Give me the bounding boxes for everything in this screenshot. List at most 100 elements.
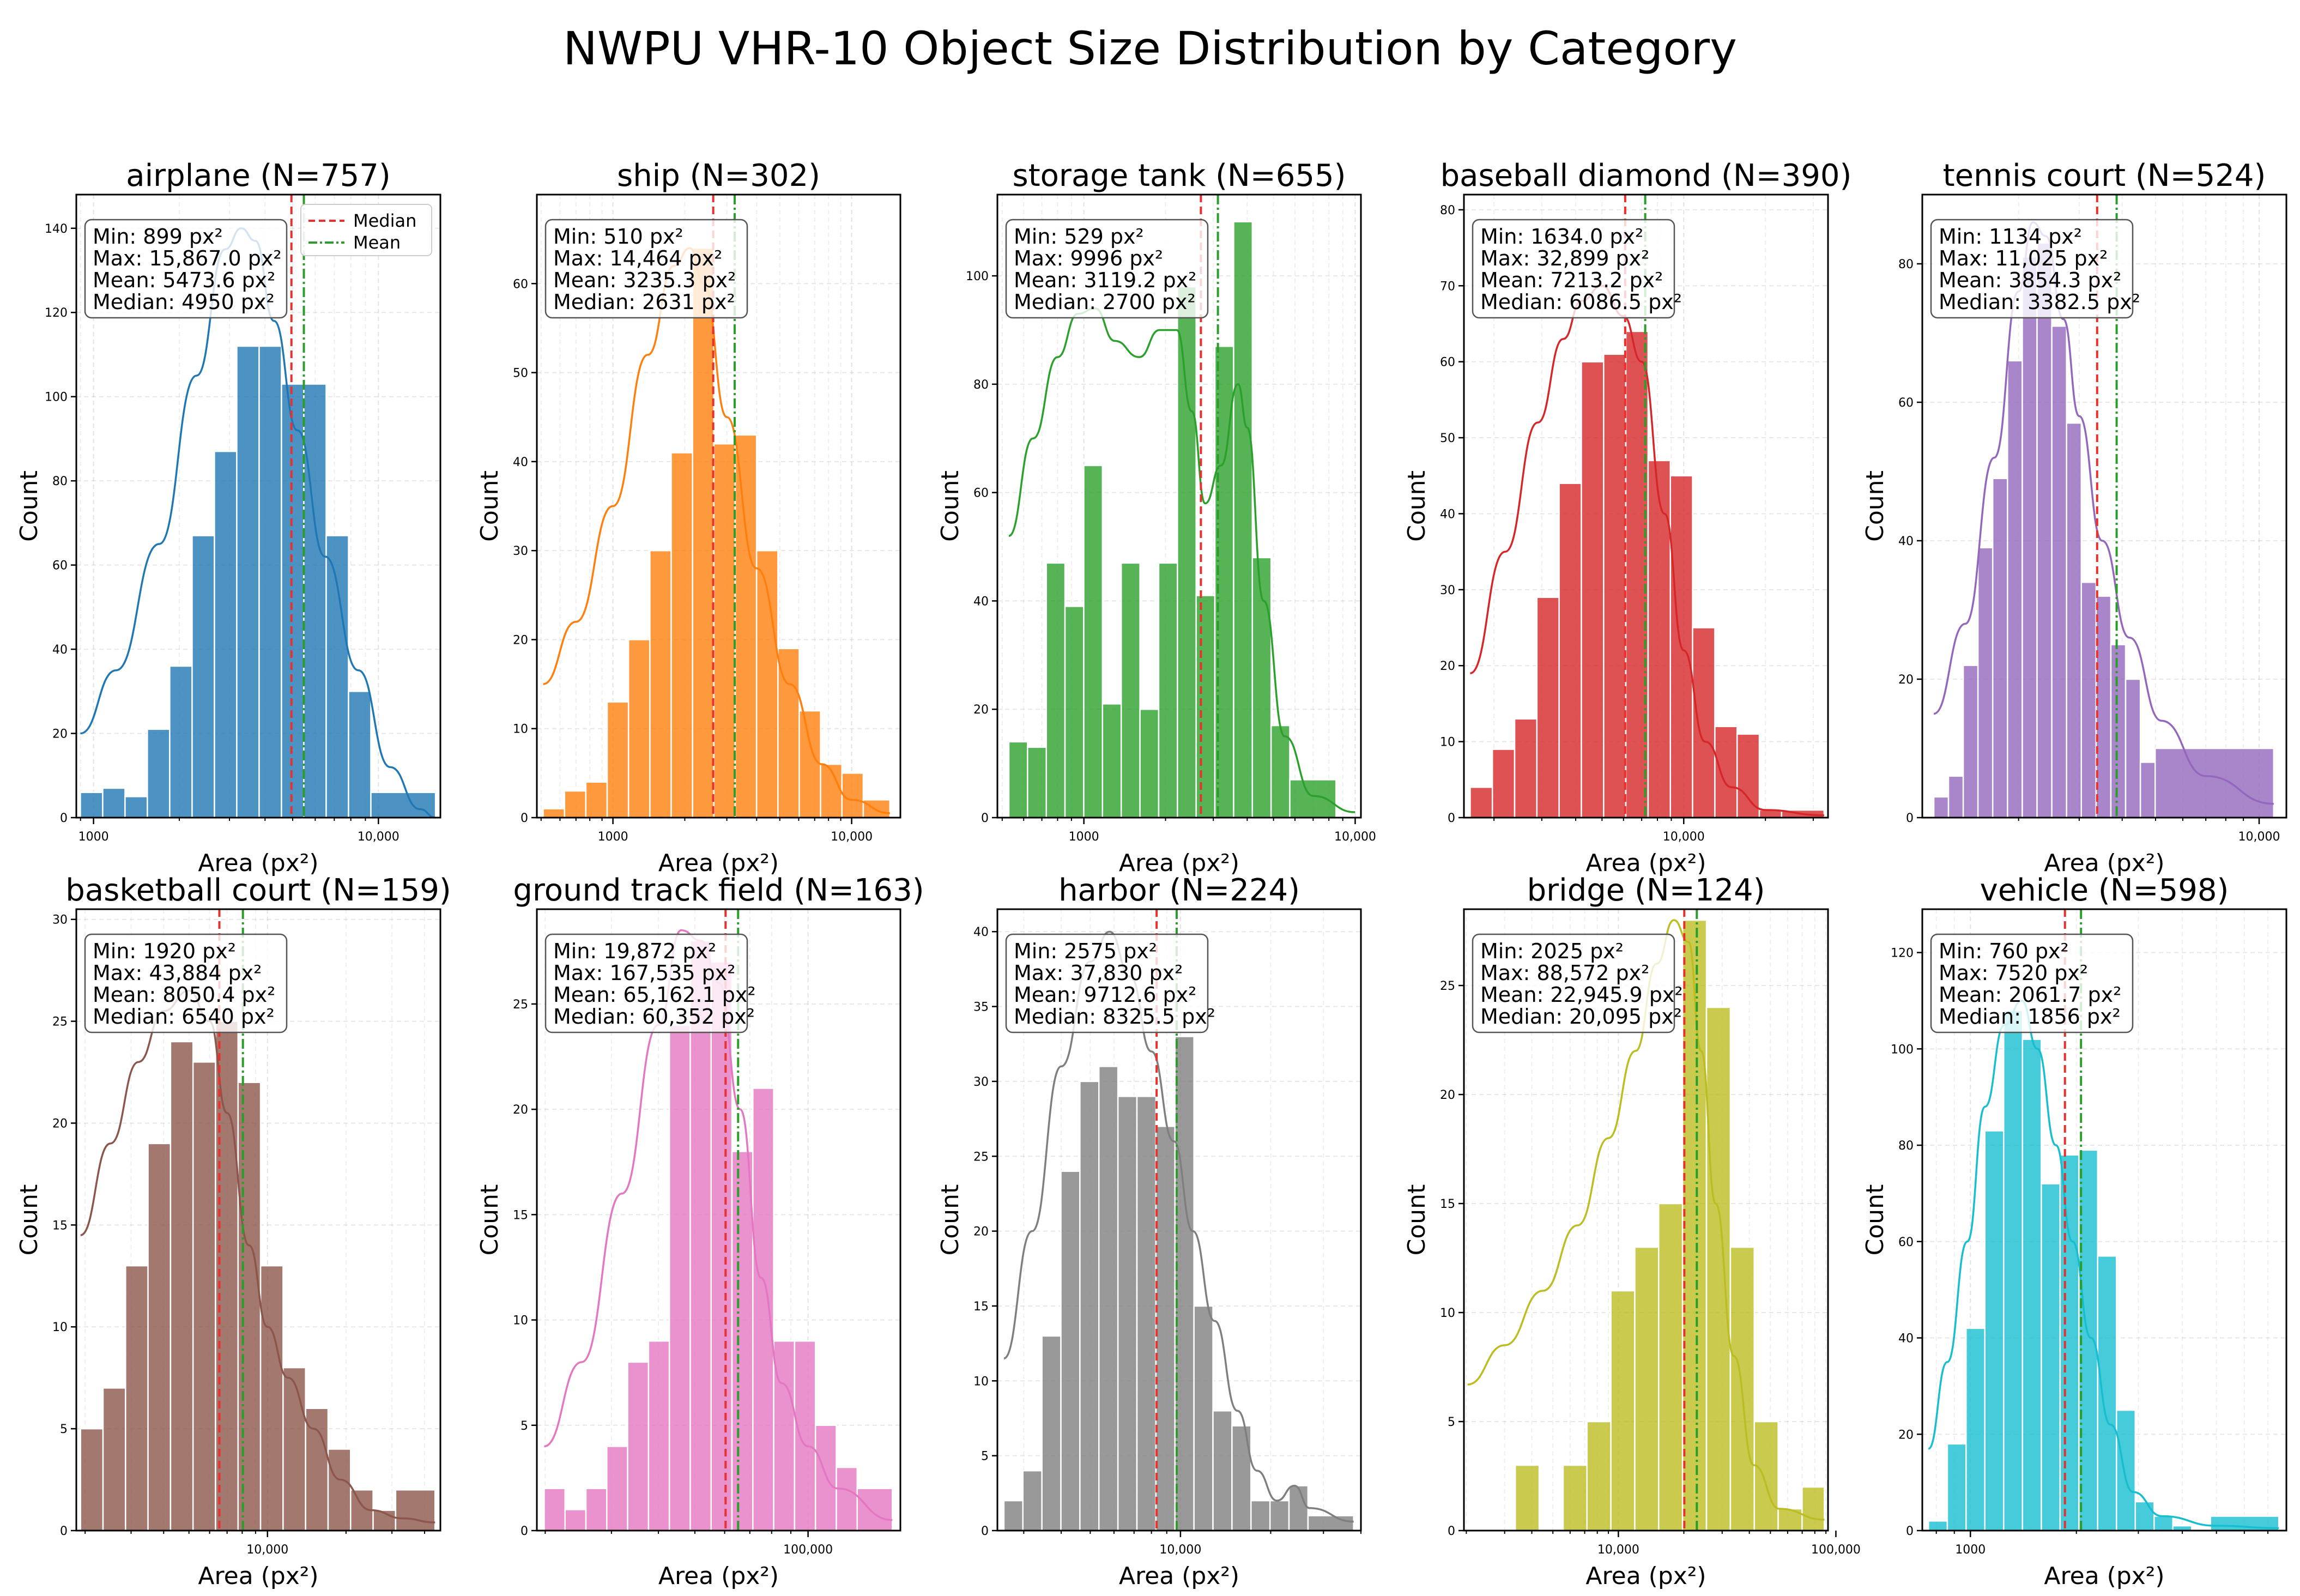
chart-7-xlabel: Area (px²) <box>658 1562 779 1590</box>
chart-3-stat-line: Median: 2700 px² <box>1014 290 1196 314</box>
chart-5-bar-4 <box>1977 547 1994 819</box>
chart-6-bar-2 <box>102 1387 126 1532</box>
chart-4-ytick-label: 60 <box>1440 356 1455 370</box>
chart-3-bar-3 <box>1045 562 1066 819</box>
chart-5-bar-8 <box>2036 242 2053 819</box>
chart-1-ytick-label: 20 <box>52 728 68 741</box>
chart-9-stat-line: Max: 88,572 px² <box>1480 961 1649 985</box>
chart-5-bar-12 <box>2095 595 2112 819</box>
chart-9-bar-7 <box>1610 1290 1636 1532</box>
chart-9-ytick-label: 5 <box>1448 1416 1455 1429</box>
chart-2-bar-8 <box>692 247 715 819</box>
chart-8-xlabel: Area (px²) <box>1119 1562 1239 1590</box>
chart-5-bar-3 <box>1962 664 1979 819</box>
chart-8-ytick-label: 30 <box>973 1075 989 1089</box>
chart-9-stat-line: Median: 20,095 px² <box>1480 1005 1682 1029</box>
chart-2-title: ship (N=302) <box>617 158 820 194</box>
chart-9-title: bridge (N=124) <box>1527 873 1765 908</box>
chart-10-stat-line: Max: 7520 px² <box>1939 961 2088 985</box>
chart-4-bar-7 <box>1603 353 1627 819</box>
chart-2-ytick-label: 60 <box>513 277 528 291</box>
chart-8-bar-10 <box>1174 1036 1195 1532</box>
chart-7-bar-14 <box>814 1424 837 1532</box>
chart-4-ytick-label: 0 <box>1448 812 1455 825</box>
chart-3: 0 20 40 60 80 100 1000 10,000 storage tank (N=65… <box>936 158 1376 877</box>
chart-10: 0 20 40 60 80 100 120 1000 vehicle (N=598) Area (… <box>1861 873 2287 1590</box>
chart-4-kde-line <box>1469 285 1824 817</box>
chart-10-ytick-label: 80 <box>1898 1139 1914 1153</box>
chart-5-xlabel: Area (px²) <box>2044 849 2164 877</box>
chart-1-stat-line: Mean: 5473.6 px² <box>93 268 275 292</box>
chart-8-ytick-label: 20 <box>973 1225 989 1239</box>
chart-8-bar-4 <box>1060 1170 1081 1532</box>
chart-10-title: vehicle (N=598) <box>1980 873 2229 908</box>
chart-1-bar-13 <box>348 691 372 819</box>
chart-8-bar-9 <box>1155 1126 1176 1532</box>
chart-8-ytick-label: 5 <box>981 1450 989 1464</box>
chart-5-ytick-label: 80 <box>1898 258 1914 271</box>
chart-4-stat-line: Max: 32,899 px² <box>1480 246 1649 270</box>
chart-5-ytick-label: 0 <box>1906 812 1914 825</box>
chart-5-stats-box <box>1930 219 2134 319</box>
chart-2-stats-box <box>544 219 748 319</box>
chart-1-legend-mean-label: Mean <box>353 232 401 253</box>
chart-6-xtick-label: 10,000 <box>246 1543 288 1557</box>
chart-7-bar-1 <box>543 1488 566 1532</box>
chart-9-bar-13 <box>1753 1420 1779 1532</box>
chart-4-bar-5 <box>1558 482 1582 819</box>
chart-10-xtick-label: 1000 <box>1955 1543 1986 1557</box>
chart-8: 0 5 10 15 20 25 30 35 40 10,000 harbor (N=224) Area… <box>936 873 1362 1590</box>
chart-7-bar-2 <box>564 1509 587 1532</box>
chart-9-xtick-label: 100,000 <box>1811 1543 1861 1557</box>
chart-3-ytick-label: 0 <box>981 812 989 825</box>
chart-7-ytick-label: 20 <box>513 1103 528 1117</box>
chart-9-ytick-label: 15 <box>1440 1198 1455 1211</box>
chart-9-bar-9 <box>1658 1202 1684 1532</box>
chart-10-kde-line <box>1928 1000 2279 1530</box>
chart-2-bar-6 <box>649 549 672 819</box>
chart-7-stats-box <box>544 933 748 1033</box>
chart-5-bar-16 <box>2154 747 2275 819</box>
chart-2-ytick-label: 50 <box>513 367 528 380</box>
chart-5-bar-15 <box>2139 761 2156 819</box>
chart-8-bar-14 <box>1250 1500 1271 1532</box>
chart-8-bar-2 <box>1022 1470 1043 1532</box>
chart-9-stat-line: Min: 2025 px² <box>1480 939 1624 963</box>
chart-7-bar-11 <box>752 1087 774 1532</box>
chart-6-bar-11 <box>305 1407 329 1532</box>
chart-3-bar-7 <box>1120 562 1141 819</box>
chart-6-bar-6 <box>192 1061 216 1532</box>
chart-10-stat-line: Mean: 2061.7 px² <box>1939 983 2121 1007</box>
chart-10-xlabel: Area (px²) <box>2044 1562 2164 1590</box>
chart-8-ytick-label: 15 <box>973 1300 989 1314</box>
chart-10-stat-line: Min: 760 px² <box>1939 939 2069 963</box>
chart-4-stat-line: Median: 6086.5 px² <box>1480 290 1682 314</box>
chart-5-stat-line: Median: 3382.5 px² <box>1939 290 2140 314</box>
figure-suptitle: NWPU VHR-10 Object Size Distribution by … <box>563 22 1737 75</box>
chart-5: 0 20 40 60 80 10,000 tennis court (N=524) Area … <box>1861 158 2287 877</box>
chart-8-stat-line: Median: 8325.5 px² <box>1014 1005 1215 1029</box>
chart-4-stat-line: Mean: 7213.2 px² <box>1480 268 1663 292</box>
chart-6-bar-12 <box>327 1448 352 1532</box>
chart-2-bar-10 <box>734 434 758 819</box>
chart-10-ytick-label: 40 <box>1898 1332 1914 1346</box>
chart-4-frame <box>1463 194 1829 819</box>
chart-9-kde-line <box>1467 919 1825 1521</box>
chart-3-title: storage tank (N=655) <box>1013 158 1346 194</box>
chart-1-ylabel: Count <box>15 470 43 542</box>
chart-7-bar-7 <box>668 1024 691 1532</box>
chart-1-bar-6 <box>191 535 215 819</box>
chart-3-bar-16 <box>1289 779 1337 819</box>
chart-8-frame <box>996 908 1362 1532</box>
chart-6-kde-line <box>80 989 435 1524</box>
chart-10-ylabel: Count <box>1861 1184 1889 1256</box>
chart-3-bar-6 <box>1101 703 1122 819</box>
chart-8-bar-11 <box>1193 1305 1214 1532</box>
chart-6-ytick-label: 5 <box>60 1423 68 1436</box>
chart-7-bar-4 <box>606 1446 628 1532</box>
chart-7-ylabel: Count <box>476 1184 504 1256</box>
chart-4-title: baseball diamond (N=390) <box>1440 158 1852 194</box>
chart-4-ytick-label: 50 <box>1440 432 1455 445</box>
chart-9-frame <box>1463 908 1829 1532</box>
